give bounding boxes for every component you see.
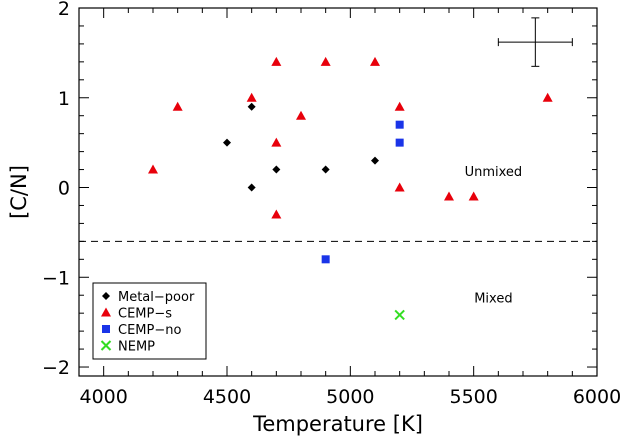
x-marker-stroke	[100, 340, 112, 351]
data-point-cemp-s	[148, 164, 158, 174]
annotation-unmixed: Unmixed	[465, 165, 523, 180]
x-axis-title: Temperature [K]	[252, 412, 423, 436]
data-point-cemp-s	[271, 56, 282, 66]
x-tick-label: 6000	[573, 386, 621, 408]
y-tick-label: 2	[58, 0, 70, 20]
data-point-cemp-s	[542, 92, 553, 102]
legend-label-cemp-no: CEMP−no	[118, 323, 181, 338]
data-point-metal-poor	[321, 165, 330, 174]
data-point-metal-poor	[223, 138, 231, 147]
y-axis-title: [C/N]	[7, 165, 31, 219]
annotation-mixed: Mixed	[474, 291, 512, 306]
x-tick-label: 5000	[326, 386, 374, 408]
data-point-cemp-no	[321, 255, 330, 264]
data-point-metal-poor	[371, 156, 379, 165]
error-bar-group	[497, 17, 573, 67]
data-point-cemp-s	[468, 191, 479, 201]
data-point-cemp-s	[172, 101, 183, 111]
data-point-cemp-s	[394, 182, 405, 192]
legend-label-cemp-s: CEMP−s	[118, 307, 172, 322]
x-tick-label: 4500	[203, 386, 251, 408]
y-tick-label: 1	[58, 88, 70, 110]
plot-frame	[78, 7, 598, 377]
y-tick-label: 0	[58, 178, 70, 200]
data-point-cemp-s	[246, 92, 257, 102]
legend-marker-nemp	[100, 340, 112, 351]
data-point-cemp-s	[444, 191, 454, 201]
x-marker-stroke	[394, 309, 405, 321]
data-point-cemp-s	[320, 56, 331, 66]
x-tick-label: 5500	[449, 386, 497, 408]
legend-marker-metal-poor	[102, 292, 110, 300]
data-point-metal-poor	[247, 183, 256, 192]
annotations: Unmixed Mixed	[465, 165, 523, 307]
data-point-cemp-s	[370, 56, 380, 66]
data-point-metal-poor	[272, 165, 281, 174]
y-tick-label: −1	[42, 267, 70, 289]
legend-box	[92, 282, 207, 360]
x-tick-label: 4000	[79, 386, 127, 408]
data-point-cemp-no	[395, 138, 404, 147]
legend-marker-cemp-no	[102, 325, 110, 333]
legend-label-metal-poor: Metal−poor	[118, 290, 195, 305]
data-points	[148, 56, 553, 321]
data-point-metal-poor	[247, 102, 256, 111]
tick-labels: 4000 4500 5000 5500 6000 −2 −1 0 1 2	[42, 0, 621, 408]
data-point-cemp-s	[271, 137, 282, 147]
data-point-cemp-s	[271, 209, 282, 219]
data-point-cemp-no	[395, 120, 404, 129]
data-point-cemp-s	[394, 101, 405, 111]
data-point-cemp-s	[296, 110, 306, 120]
legend-marker-cemp-s	[101, 307, 111, 317]
y-tick-label: −2	[42, 357, 70, 379]
data-point-nemp	[394, 309, 405, 321]
legend-label-nemp: NEMP	[118, 340, 155, 355]
